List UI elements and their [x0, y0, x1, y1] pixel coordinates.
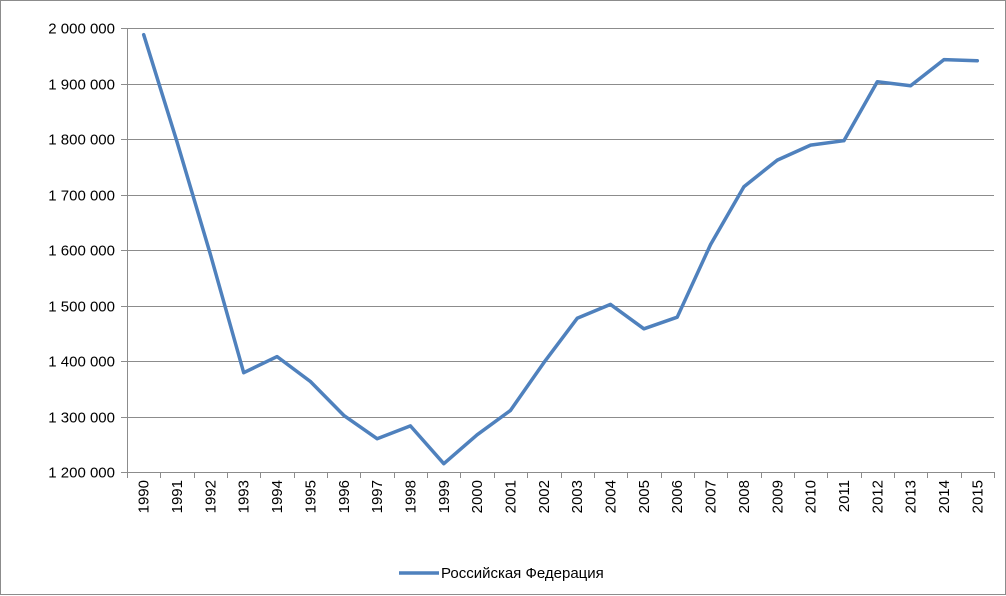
- data-point: [675, 315, 679, 319]
- data-point: [642, 327, 646, 331]
- x-tick-label: 1996: [336, 480, 353, 513]
- data-point: [875, 80, 879, 84]
- legend-label: Российская Федерация: [441, 565, 604, 582]
- x-tick-label: 1994: [269, 480, 286, 513]
- x-tick-label: 1997: [369, 480, 386, 513]
- data-point: [742, 185, 746, 189]
- x-tick-label: 2003: [569, 480, 586, 513]
- x-tick-label: 1992: [202, 480, 219, 513]
- x-tick-label: 2001: [502, 480, 519, 513]
- x-tick-label: 1991: [169, 480, 186, 513]
- y-tick-label: 1 500 000: [48, 299, 115, 316]
- x-tick-label: 2000: [469, 480, 486, 513]
- x-tick-label: 1999: [436, 480, 453, 513]
- x-tick-label: 2006: [669, 480, 686, 513]
- data-point: [709, 243, 713, 246]
- data-point: [575, 316, 579, 320]
- legend: Российская Федерация: [399, 565, 604, 582]
- x-tick-label: 2002: [536, 480, 553, 513]
- data-point: [208, 252, 212, 256]
- data-point: [909, 84, 913, 88]
- x-tick-label: 2004: [603, 480, 620, 513]
- x-tick-label: 2014: [936, 480, 953, 513]
- data-point: [809, 143, 813, 147]
- axes: [127, 28, 995, 478]
- data-point: [475, 433, 479, 437]
- data-point: [275, 355, 279, 359]
- x-tick-label: 1998: [402, 480, 419, 513]
- x-tick-label: 2011: [836, 480, 853, 512]
- data-point: [775, 158, 779, 162]
- y-tick-label: 1 300 000: [48, 410, 115, 427]
- data-point: [442, 462, 446, 466]
- y-tick-label: 1 900 000: [48, 77, 115, 94]
- x-tick-label: 2008: [736, 480, 753, 513]
- data-point: [408, 424, 412, 428]
- data-point: [942, 58, 946, 62]
- x-tick-label: 2007: [703, 480, 720, 513]
- gridlines: [121, 28, 994, 473]
- data-point: [542, 361, 546, 365]
- x-tick-label: 1995: [302, 480, 319, 513]
- x-tick-label: 2013: [903, 480, 920, 513]
- y-tick-label: 2 000 000: [48, 21, 115, 38]
- data-point: [842, 139, 846, 143]
- y-tick-label: 1 200 000: [48, 465, 115, 482]
- series-layer: [141, 32, 980, 466]
- x-tick-label: 1993: [236, 480, 253, 513]
- data-point: [175, 140, 179, 144]
- x-tick-label: 2015: [969, 480, 986, 513]
- x-tick-label: 2009: [769, 480, 786, 513]
- y-tick-label: 1 700 000: [48, 188, 115, 205]
- data-point: [242, 371, 246, 375]
- y-tick-label: 1 400 000: [48, 354, 115, 371]
- data-point: [609, 302, 612, 306]
- x-tick-label: 1990: [136, 480, 153, 513]
- x-tick-label: 2005: [636, 480, 653, 513]
- y-tick-label: 1 600 000: [48, 243, 115, 260]
- x-tick-label: 2010: [803, 480, 820, 513]
- data-point: [342, 413, 346, 417]
- x-tick-label: 2012: [869, 480, 886, 513]
- data-point: [142, 33, 146, 37]
- data-point: [975, 59, 979, 63]
- series-line: [141, 32, 980, 466]
- y-tick-label: 1 800 000: [48, 132, 115, 149]
- x-axis-tick-labels: 1990 1991 1992 1993 1994 1995 1996 1997 1998 1999…: [136, 480, 987, 513]
- data-point: [375, 437, 379, 441]
- data-point: [308, 380, 312, 383]
- data-point: [509, 408, 512, 412]
- y-axis-tick-labels: 1 200 000 1 300 000 1 400 000 1 500 000 1 60…: [48, 21, 115, 482]
